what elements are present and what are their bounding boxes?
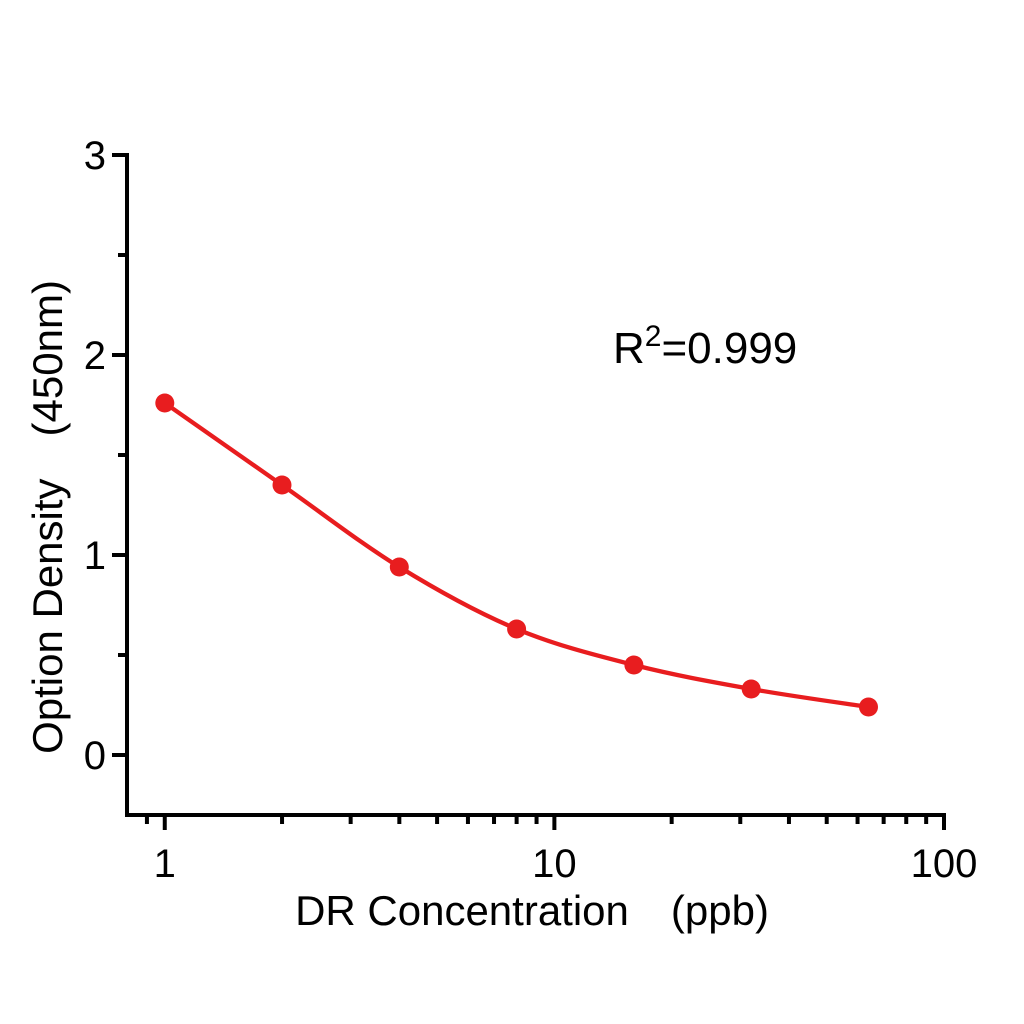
r-squared-value: =0.999 <box>661 324 797 373</box>
fit-curve-line <box>162 400 871 710</box>
axis-frame <box>125 153 946 817</box>
data-point-marker <box>272 475 292 495</box>
y-tick-label: 3 <box>84 134 106 178</box>
data-point-marker <box>624 655 644 675</box>
y-axis-title: Option Density (450nm) <box>24 280 71 754</box>
data-point-marker <box>741 679 761 699</box>
x-axis-title: DR Concentration (ppb) <box>295 887 769 934</box>
y-tick-label: 1 <box>84 534 106 578</box>
x-tick-label: 100 <box>911 842 978 886</box>
r-squared-annotation: R2=0.999 <box>613 320 797 373</box>
data-point-marker <box>859 697 878 717</box>
r-squared-base: R <box>613 324 645 373</box>
x-tick-label: 1 <box>154 842 176 886</box>
y-tick-label: 2 <box>84 334 106 378</box>
data-point-marker <box>507 619 527 639</box>
data-point-marker <box>389 557 409 577</box>
data-point-marker <box>155 393 175 413</box>
x-tick-label: 10 <box>532 842 577 886</box>
axes-layer: 0 1 2 3 1 10 100 <box>84 134 978 886</box>
r-squared-exponent: 2 <box>645 320 662 353</box>
y-tick-label: 0 <box>84 734 106 778</box>
data-layer <box>155 393 878 717</box>
